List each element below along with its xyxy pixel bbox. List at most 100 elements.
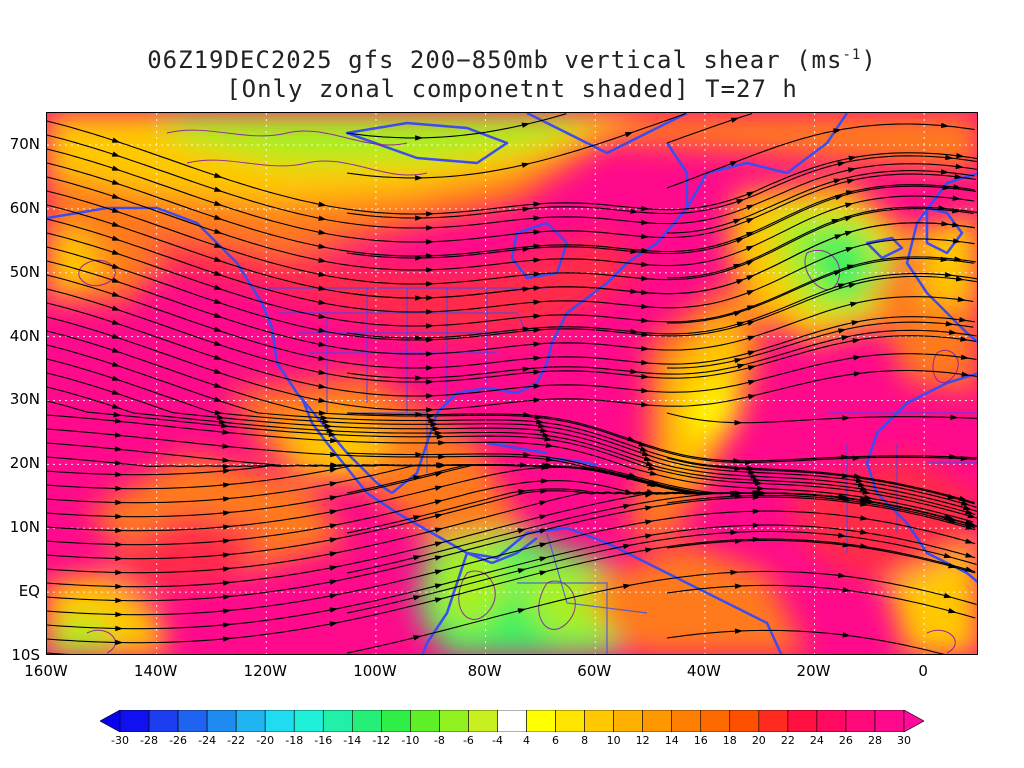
lat-label: EQ: [18, 582, 40, 601]
streamline: [666, 206, 977, 279]
streamline: [47, 344, 975, 504]
streamline-arrow: [222, 622, 232, 628]
streamline-arrow: [222, 496, 232, 502]
streamline-arrow: [328, 431, 337, 438]
streamline-arrow: [852, 338, 861, 344]
streamline-arrow: [538, 423, 547, 429]
streamline-arrow: [963, 504, 972, 511]
streamline: [346, 492, 977, 574]
streamline-arrow: [111, 277, 121, 283]
streamline: [666, 123, 975, 189]
streamline-arrow: [115, 555, 124, 562]
streamline-arrow: [222, 524, 232, 530]
streamline-arrow: [522, 326, 531, 332]
colorbar-cell: [555, 710, 585, 732]
streamline-arrow: [960, 354, 970, 360]
streamline-arrow: [647, 464, 657, 471]
streamline-arrow: [540, 427, 549, 434]
streamline-arrow: [222, 552, 232, 558]
streamline-arrow: [213, 256, 223, 262]
streamline-arrow: [630, 328, 639, 335]
streamline-arrow: [413, 475, 422, 481]
streamline-arrow: [958, 316, 968, 323]
streamline: [47, 652, 70, 654]
chart-title: 06Z19DEC2025 gfs 200−850mb vertical shea…: [0, 46, 1024, 74]
streamline-arrow: [747, 365, 757, 371]
streamline: [47, 260, 974, 355]
streamline-arrow: [111, 305, 121, 311]
streamline-arrow: [415, 335, 424, 341]
streamline-arrow: [542, 432, 551, 438]
streamline-arrow: [434, 485, 444, 491]
streamline-arrow: [837, 161, 846, 167]
streamline-arrow: [649, 470, 659, 476]
streamline-arrow: [734, 493, 744, 499]
streamline-arrow: [837, 283, 847, 289]
streamline-arrow: [729, 160, 739, 167]
lon-label: 120W: [243, 662, 288, 680]
streamline: [47, 524, 976, 630]
map-canvas: [47, 113, 977, 654]
streamline-arrow: [960, 500, 970, 506]
streamline-arrow: [111, 235, 121, 241]
streamline-arrow: [425, 239, 435, 245]
streamline-arrow: [540, 488, 549, 494]
lon-label: 140W: [133, 662, 178, 680]
streamline-arrow: [862, 489, 871, 495]
streamline-arrow: [539, 556, 548, 562]
colorbar-cell: [526, 710, 556, 732]
lon-label: 160W: [24, 662, 68, 680]
streamline-arrow: [734, 358, 743, 364]
streamline-arrow: [755, 480, 764, 486]
streamline-arrow: [948, 563, 957, 569]
streamline-arrow: [641, 373, 650, 380]
streamline-arrow: [641, 233, 650, 240]
colorbar-cell: [351, 710, 382, 732]
streamline-arrow: [641, 359, 650, 366]
streamline-arrow: [415, 375, 424, 381]
streamline-arrow: [533, 327, 542, 333]
streamline-arrow: [425, 211, 435, 217]
streamline: [47, 400, 977, 519]
streamline-arrow: [541, 478, 550, 484]
streamline-arrow: [222, 510, 232, 516]
streamline-arrow: [213, 340, 223, 346]
streamline-arrow: [413, 555, 422, 561]
streamline-arrow: [517, 608, 527, 614]
streamline-arrow: [222, 608, 232, 614]
streamline-arrow: [329, 621, 339, 627]
streamline-arrow: [434, 569, 444, 575]
streamline-arrow: [545, 456, 555, 462]
streamline-arrow: [434, 555, 444, 561]
title-prefix: 06Z19DEC2025 gfs 200−850mb vertical shea…: [147, 46, 843, 74]
lon-label: 100W: [353, 662, 397, 680]
streamline-arrow: [842, 542, 851, 548]
streamline-arrow: [947, 493, 956, 500]
streamline-arrow: [115, 625, 124, 632]
streamline-arrow: [533, 257, 542, 263]
streamline-arrow: [752, 508, 761, 514]
streamline-arrow: [222, 580, 232, 586]
streamline: [346, 329, 977, 379]
streamline-arrow: [111, 151, 121, 157]
streamline: [47, 386, 976, 516]
streamline-arrow: [115, 485, 124, 492]
streamline-arrow: [630, 248, 639, 255]
colorbar-tick-label: -10: [401, 734, 420, 747]
colorbar-tick-label: 12: [635, 734, 650, 747]
lat-label: 70N: [9, 134, 40, 153]
streamline-arrow: [434, 513, 444, 519]
streamline-arrow: [523, 452, 532, 458]
streamline-arrow: [746, 191, 755, 198]
streamline-arrow: [533, 215, 542, 221]
streamline-arrow: [641, 345, 650, 352]
streamline-arrow: [425, 407, 435, 413]
streamline-arrow: [329, 467, 339, 473]
streamline-arrow: [842, 632, 851, 638]
streamline-arrow: [746, 217, 755, 224]
streamline-arrow: [425, 281, 435, 287]
streamline-arrow: [748, 469, 757, 475]
streamline-arrow: [533, 313, 542, 319]
streamline-arrow: [434, 527, 444, 533]
streamline-arrow: [624, 132, 634, 138]
